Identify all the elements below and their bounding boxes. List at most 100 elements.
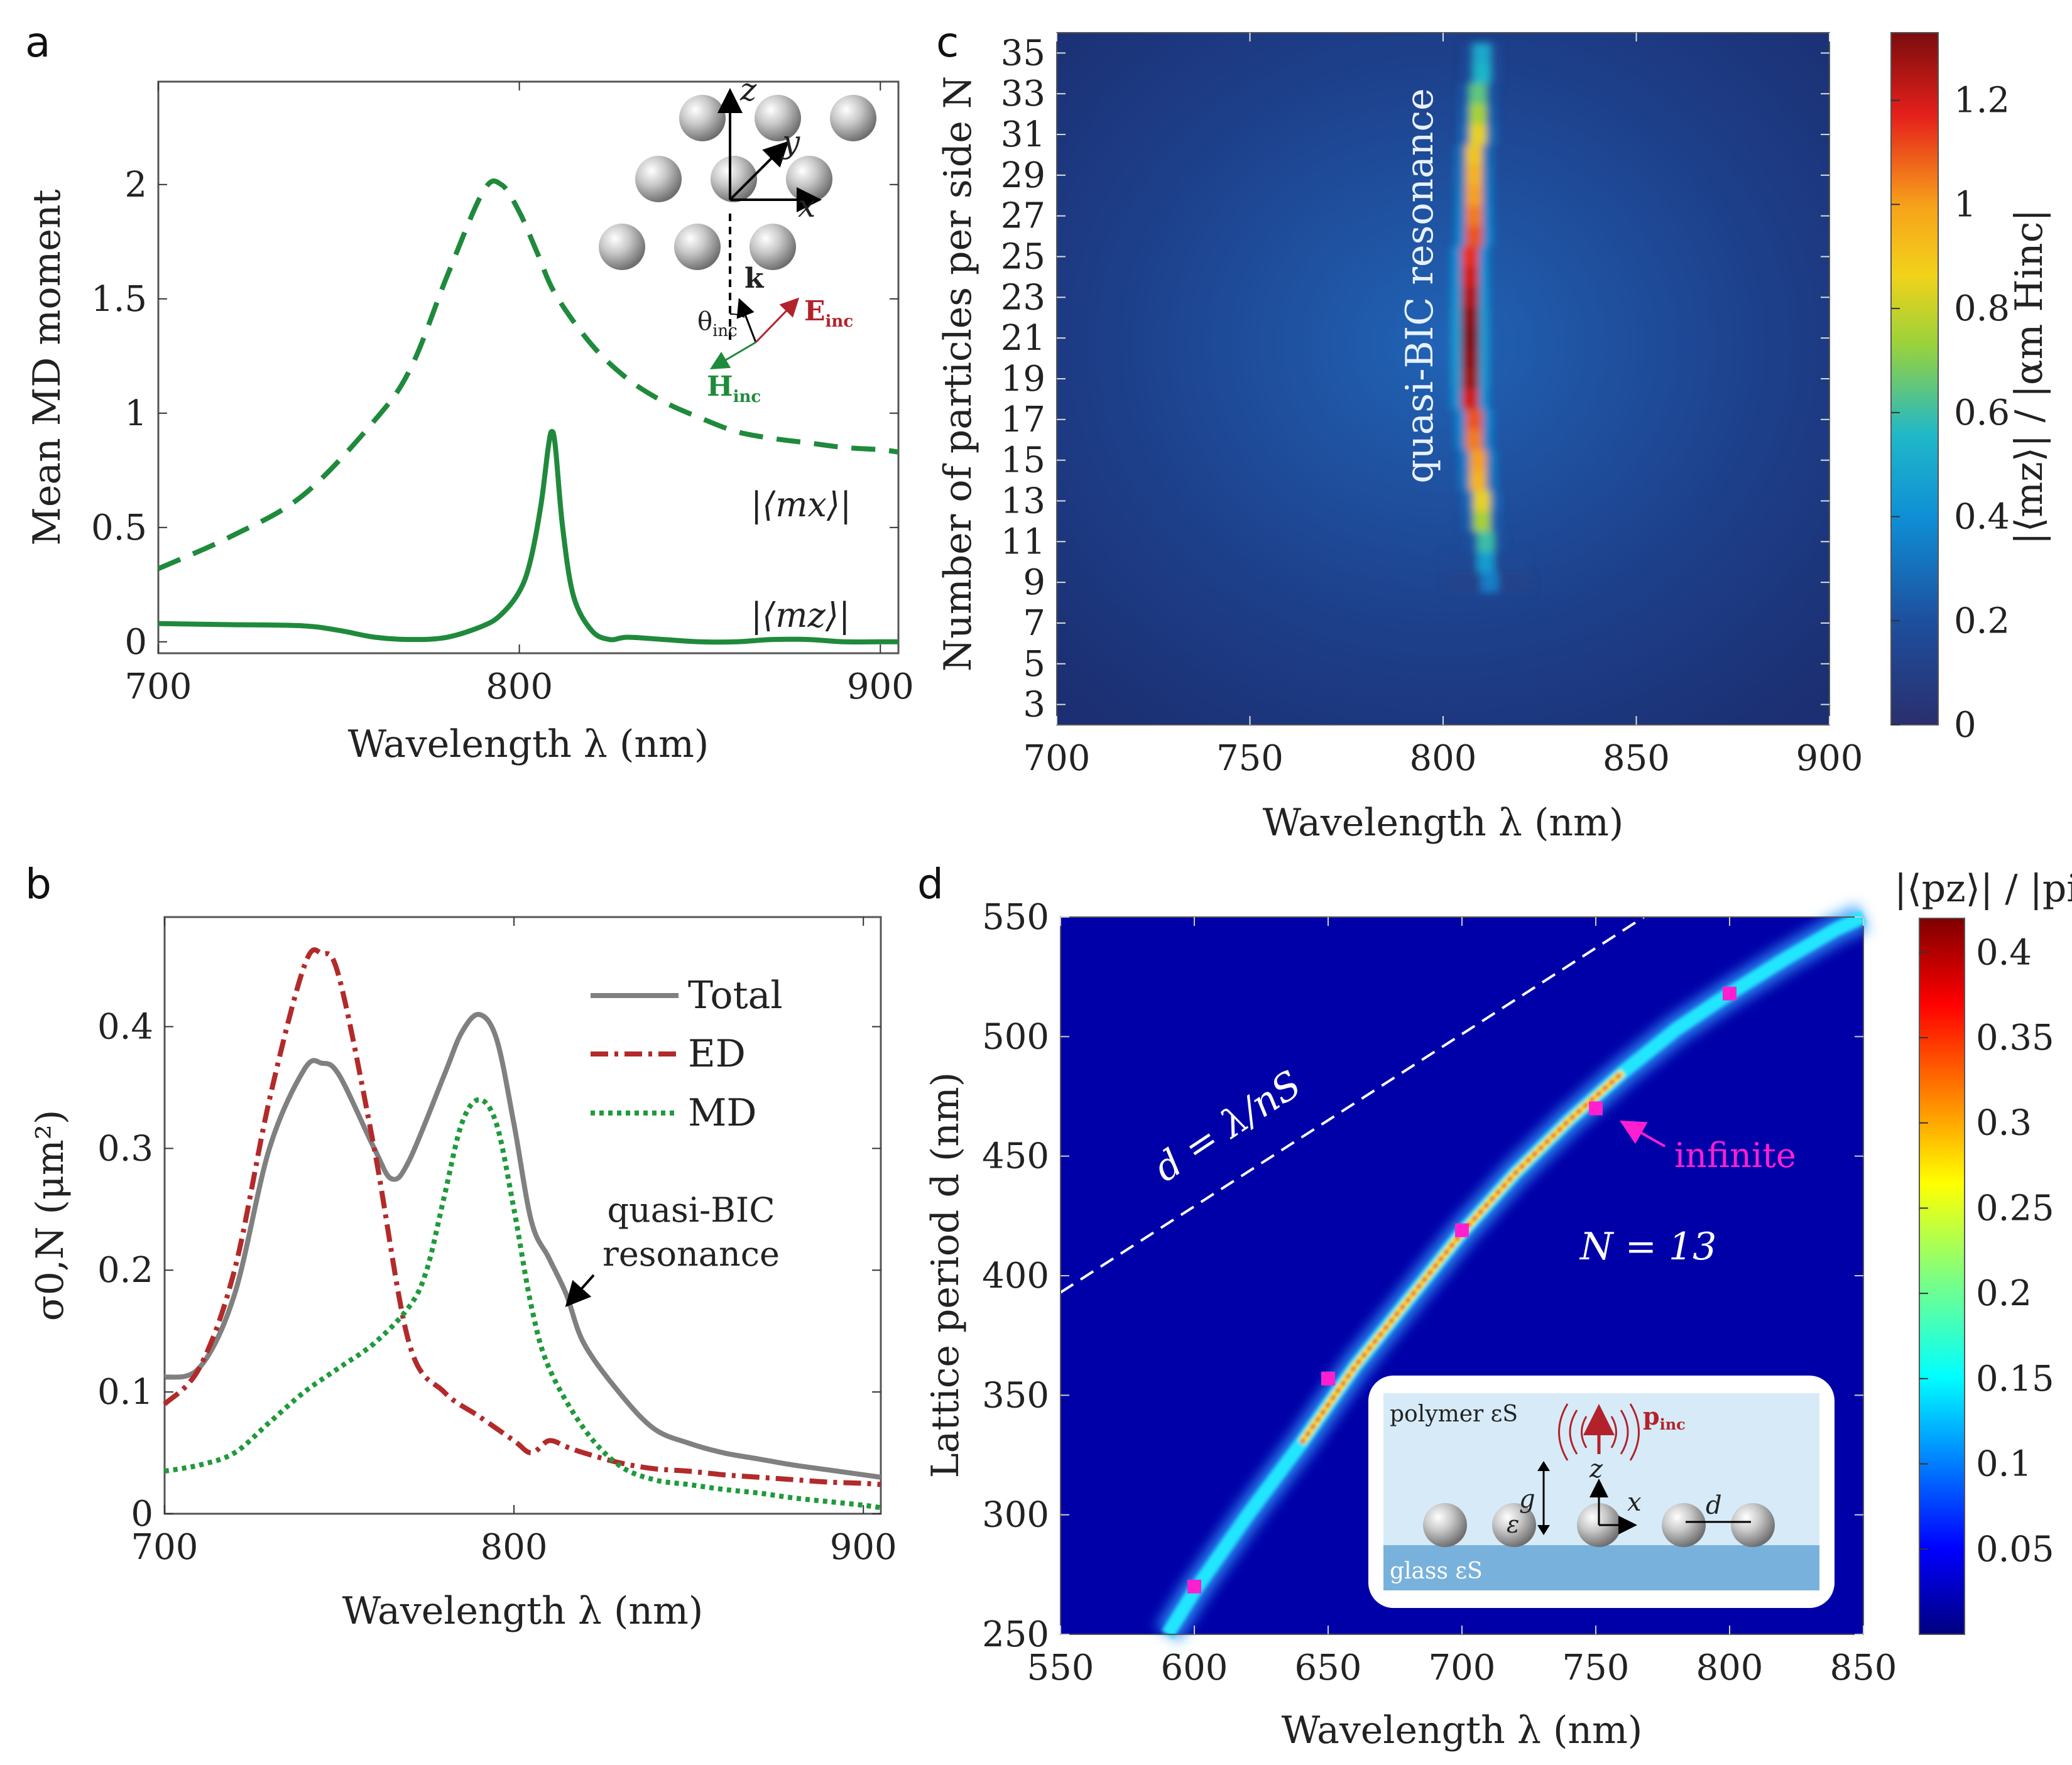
panel-c-colorbar-label: |⟨mz⟩| / |αm Hinc|: [2007, 209, 2051, 545]
colorbar-tick-label: 0.8: [1954, 288, 2010, 329]
heatmap-cell: [1465, 165, 1483, 186]
y-tick-label: 2: [124, 165, 147, 205]
inset-E-label: Einc: [804, 295, 853, 331]
y-tick-label: 35: [1001, 33, 1045, 73]
inset-x-label: x: [1627, 1488, 1642, 1517]
y-tick-label: 0.3: [97, 1128, 153, 1169]
panel-c-resonance-track: [1443, 43, 1532, 593]
colorbar-tick-label: 0.2: [1976, 1273, 2032, 1314]
x-tick-label: 800: [1410, 738, 1477, 779]
y-tick-label: 550: [982, 897, 1049, 938]
heatmap-cell: [1469, 84, 1486, 104]
x-tick-label: 800: [1696, 1648, 1764, 1688]
y-tick-label: 19: [1001, 359, 1045, 399]
y-tick-label: 0: [131, 1494, 153, 1534]
y-tick-label: 23: [1001, 277, 1045, 318]
y-tick-label: 15: [1001, 440, 1045, 481]
panel-a-ylabel: Mean MD moment: [25, 189, 69, 545]
panel-d-N-label: N = 13: [1579, 1225, 1716, 1269]
y-tick-label: 500: [982, 1016, 1049, 1057]
y-tick-label: 250: [982, 1614, 1049, 1655]
y-tick-label: 0: [124, 622, 147, 663]
panel-d-infinite-points: [1187, 986, 1737, 1594]
infinite-point: [1589, 1101, 1603, 1116]
y-tick-label: 0.4: [97, 1006, 153, 1047]
inset-dipole-waves: [1558, 1403, 1640, 1461]
heatmap-cell: [1461, 246, 1479, 267]
inset-particle: [1492, 1503, 1536, 1547]
infinite-point: [1455, 1223, 1469, 1237]
y-tick-label: 33: [1001, 73, 1045, 114]
x-tick-label: 800: [486, 666, 553, 707]
panel-d-infinite-label: infinite: [1674, 1136, 1796, 1175]
colorbar-tick-label: 0.3: [1976, 1103, 2032, 1144]
heatmap-cell: [1477, 551, 1495, 572]
y-tick-label: 29: [1001, 155, 1045, 196]
panel-label-a: a: [25, 18, 50, 67]
panel-b-ylabel: σ0,N (μm²): [28, 1110, 72, 1322]
panel-b-ticks: 700 800 900 0 0.1 0.2 0.3 0.4: [97, 917, 897, 1568]
inset-particle: [599, 224, 645, 270]
panel-d-colorbar-ticks: 0.05 0.1 0.15 0.2 0.25 0.3 0.35 0.4: [1919, 932, 2054, 1570]
inset-eps-label: ε: [1507, 1511, 1519, 1538]
panel-a-series: [157, 178, 899, 645]
x-tick-label: 850: [1603, 738, 1670, 779]
inset-glass-label: glass εS: [1390, 1558, 1483, 1584]
x-tick-label: 900: [1796, 738, 1863, 779]
panel-c-xlabel: Wavelength λ (nm): [1263, 801, 1624, 845]
heatmap-cell: [1461, 368, 1479, 389]
heatmap-cell: [1473, 43, 1491, 63]
x-tick-label: 850: [1830, 1648, 1897, 1688]
y-tick-label: 25: [1001, 237, 1045, 278]
x-tick-label: 900: [847, 666, 914, 707]
x-tick-label: 600: [1161, 1648, 1228, 1688]
heatmap-cell: [1461, 287, 1479, 308]
heatmap-cell: [1461, 266, 1479, 288]
inset-z-label: z: [1589, 1455, 1603, 1484]
x-tick-label: 800: [481, 1527, 548, 1568]
series-total-line: [163, 1012, 881, 1480]
colorbar-tick-label: 0.05: [1976, 1529, 2054, 1570]
panel-d-inset: polymer εS glass εS ε g z x d pinc: [1368, 1376, 1835, 1608]
heatmap-cell: [1477, 531, 1495, 552]
x-tick-label: 650: [1295, 1648, 1362, 1688]
panel-d: 550 600 650 700 750 800 850 250 300 350 400 450 500 5…: [924, 867, 2072, 1752]
inset-z-label: z: [739, 72, 757, 108]
heatmap-cell: [1469, 124, 1486, 145]
x-tick-label: 700: [1023, 738, 1091, 779]
infinite-point: [1187, 1579, 1201, 1594]
inset-d-label: d: [1706, 1491, 1722, 1520]
panel-c-colorbar: [1890, 32, 1939, 725]
panel-b-legend: Total ED MD: [591, 974, 783, 1135]
heatmap-cell: [1465, 225, 1483, 247]
panel-b-axes-box: [163, 916, 882, 1515]
inset-particle: [674, 224, 721, 270]
heatmap-cell: [1481, 572, 1498, 593]
inset-y-label: y: [781, 124, 800, 160]
panel-label-c: c: [936, 18, 959, 67]
colorbar-tick-label: 1.2: [1954, 80, 2010, 121]
inset-particle: [1423, 1503, 1467, 1547]
heatmap-cell: [1473, 491, 1491, 511]
panel-c-colorbar-ticks: 0 0.2 0.4 0.6 0.8 1 1.2: [1891, 80, 2010, 746]
y-tick-label: 21: [1001, 318, 1045, 359]
legend-ed: ED: [688, 1032, 746, 1076]
y-tick-label: 300: [982, 1495, 1049, 1536]
y-tick-label: 31: [1001, 114, 1045, 155]
inset-p-label: pinc: [1643, 1402, 1686, 1433]
inset-particle: [1731, 1503, 1775, 1547]
inset-particle: [711, 156, 757, 202]
colorbar-tick-label: 0.6: [1954, 393, 2010, 433]
series-ed-line: [163, 947, 881, 1487]
inset-E-arrow: [755, 297, 800, 344]
heatmap-cell: [1469, 470, 1486, 491]
panel-b-annotation-2: resonance: [603, 1234, 780, 1274]
panel-a: 700 800 900 0 0.5 1 1.5 2 Wavelength λ (nm) Mea…: [25, 72, 914, 766]
x-tick-label: 750: [1216, 738, 1284, 779]
colorbar-tick-label: 0.35: [1976, 1018, 2054, 1058]
series-mx-line: [157, 178, 899, 571]
x-tick-label: 900: [830, 1527, 897, 1568]
panel-d-rayleigh: [1059, 916, 1645, 1294]
y-tick-label: 450: [982, 1136, 1049, 1177]
